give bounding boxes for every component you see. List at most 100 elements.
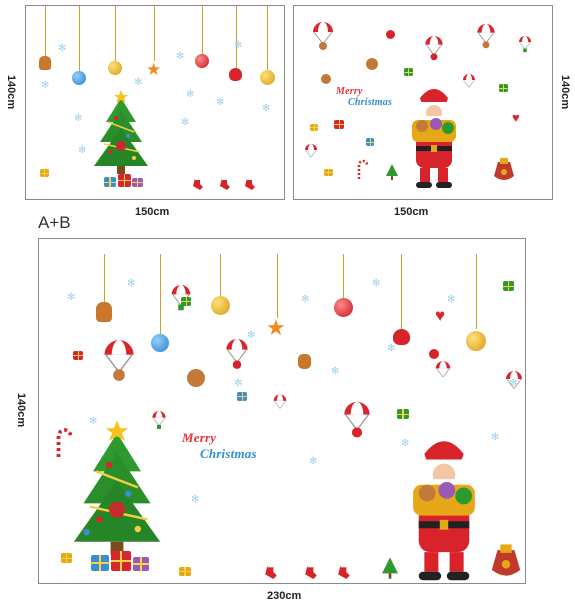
gift-icon (397, 409, 409, 419)
ornament-thread (476, 254, 477, 329)
bauble-icon (334, 298, 353, 317)
christmas-word: Christmas (200, 446, 257, 461)
snowflake-icon: ✻ (74, 113, 83, 124)
parachute-icon (152, 411, 166, 429)
ornament-thread (202, 6, 203, 54)
ornament-thread (277, 254, 278, 318)
snowflake-icon: ✻ (247, 330, 256, 341)
panel-b-height-label: 140cm (559, 74, 572, 110)
gift-icon (91, 555, 109, 571)
stocking-icon (193, 178, 203, 190)
snowflake-icon: ✻ (234, 40, 243, 51)
santa-ornament-icon (393, 329, 410, 345)
ornament-thread (45, 6, 46, 56)
candy-cane-icon (56, 428, 72, 457)
snowflake-icon: ✻ (234, 378, 243, 389)
gift-sack-icon (494, 158, 514, 180)
christmas-word: Christmas (348, 97, 393, 108)
gift-icon (104, 177, 116, 187)
gift-icon (503, 281, 514, 291)
snowflake-icon: ✻ (262, 103, 271, 114)
snowflake-icon: ✻ (134, 77, 143, 88)
bauble-icon (211, 296, 230, 315)
ornament-thread (236, 6, 237, 68)
parachute-reindeer-icon (425, 36, 443, 61)
gift-icon (404, 68, 413, 76)
gift-icon (499, 84, 508, 92)
parachute-reindeer-icon (477, 24, 495, 49)
ornament-thread (154, 6, 155, 61)
gift-icon (111, 551, 131, 571)
heart-icon: ♥ (435, 306, 446, 325)
stocking-icon (220, 178, 230, 190)
ornament-thread (104, 254, 105, 302)
gift-icon (73, 351, 83, 360)
reindeer-icon (366, 58, 378, 70)
snowflake-icon: ✻ (331, 366, 340, 377)
santa-ornament-icon (229, 68, 242, 81)
christmas-tree-icon (94, 90, 148, 174)
snowflake-icon: ✻ (491, 432, 500, 443)
parachute-icon (506, 371, 522, 389)
parachute-reindeer-icon (226, 339, 248, 369)
snowflake-icon: ✻ (309, 456, 318, 467)
parachute-reindeer-icon (104, 340, 134, 381)
gift-icon (132, 178, 143, 187)
parachute-icon (463, 74, 475, 88)
bauble-icon (466, 331, 486, 351)
bauble-icon (260, 70, 275, 85)
stocking-icon (305, 565, 317, 579)
snowflake-icon: ✻ (58, 43, 67, 54)
merry-word: Merry (336, 86, 363, 97)
candy-cane-icon (357, 159, 368, 179)
snowflake-icon: ✻ (78, 145, 87, 156)
bauble-icon (151, 334, 169, 352)
reindeer-icon (187, 369, 205, 387)
reindeer-icon (321, 74, 331, 84)
stocking-icon (245, 178, 255, 190)
ornament-thread (79, 6, 80, 71)
snowflake-icon: ✻ (216, 97, 225, 108)
bauble-icon (195, 54, 209, 68)
stocking-icon (338, 565, 350, 579)
parachute-icon (273, 394, 287, 409)
star-icon: ★ (266, 315, 286, 340)
panel-a-height-label: 140cm (5, 74, 18, 110)
snowflake-icon: ✻ (127, 278, 136, 289)
panel-a: ★ ✻ ✻ ✻ ✻ ✻ ✻ ✻ ✻ ✻ ✻ ✻ (25, 5, 285, 200)
gingerbread-man-icon (96, 302, 112, 322)
parachute-icon (305, 144, 317, 158)
christmas-tree-icon (73, 420, 161, 555)
santa-ornament-icon (429, 349, 439, 359)
snowflake-icon: ✻ (401, 438, 410, 449)
gift-icon (310, 124, 318, 131)
snowflake-icon: ✻ (89, 416, 98, 427)
panel-a-width-label: 150cm (135, 206, 170, 218)
panel-b: ♥ Merry Christmas (293, 5, 553, 200)
combined-title: A+B (38, 213, 71, 232)
ornament-thread (220, 254, 221, 296)
bauble-icon (108, 61, 122, 75)
parachute-santa-icon (344, 401, 370, 438)
snowflake-icon: ✻ (186, 89, 195, 100)
ornament-thread (115, 6, 116, 61)
gift-icon (324, 169, 333, 176)
ornament-thread (267, 6, 268, 70)
snowflake-icon: ✻ (387, 343, 396, 354)
snowflake-icon: ✻ (41, 80, 50, 91)
snowflake-icon: ✻ (509, 378, 518, 389)
ornament-thread (343, 254, 344, 298)
gift-icon (334, 120, 344, 129)
panel-combined: ★ ✻ ✻ ✻ ✻ ✻ ✻ ✻ ✻ ✻ ✻ ✻ ✻ ✻ ✻ ✻ ✻ ♥ Merr… (38, 238, 526, 584)
merry-word: Merry (182, 430, 217, 445)
stocking-icon (265, 565, 277, 579)
snowflake-icon: ✻ (191, 494, 200, 505)
snowflake-icon: ✻ (67, 292, 76, 303)
star-icon: ★ (146, 60, 162, 79)
heart-icon: ♥ (512, 110, 520, 125)
parachute-icon (519, 36, 531, 53)
parachute-reindeer-icon (313, 22, 333, 50)
parachute-icon (435, 361, 451, 378)
gift-icon (237, 392, 247, 401)
bauble-icon (72, 71, 86, 85)
